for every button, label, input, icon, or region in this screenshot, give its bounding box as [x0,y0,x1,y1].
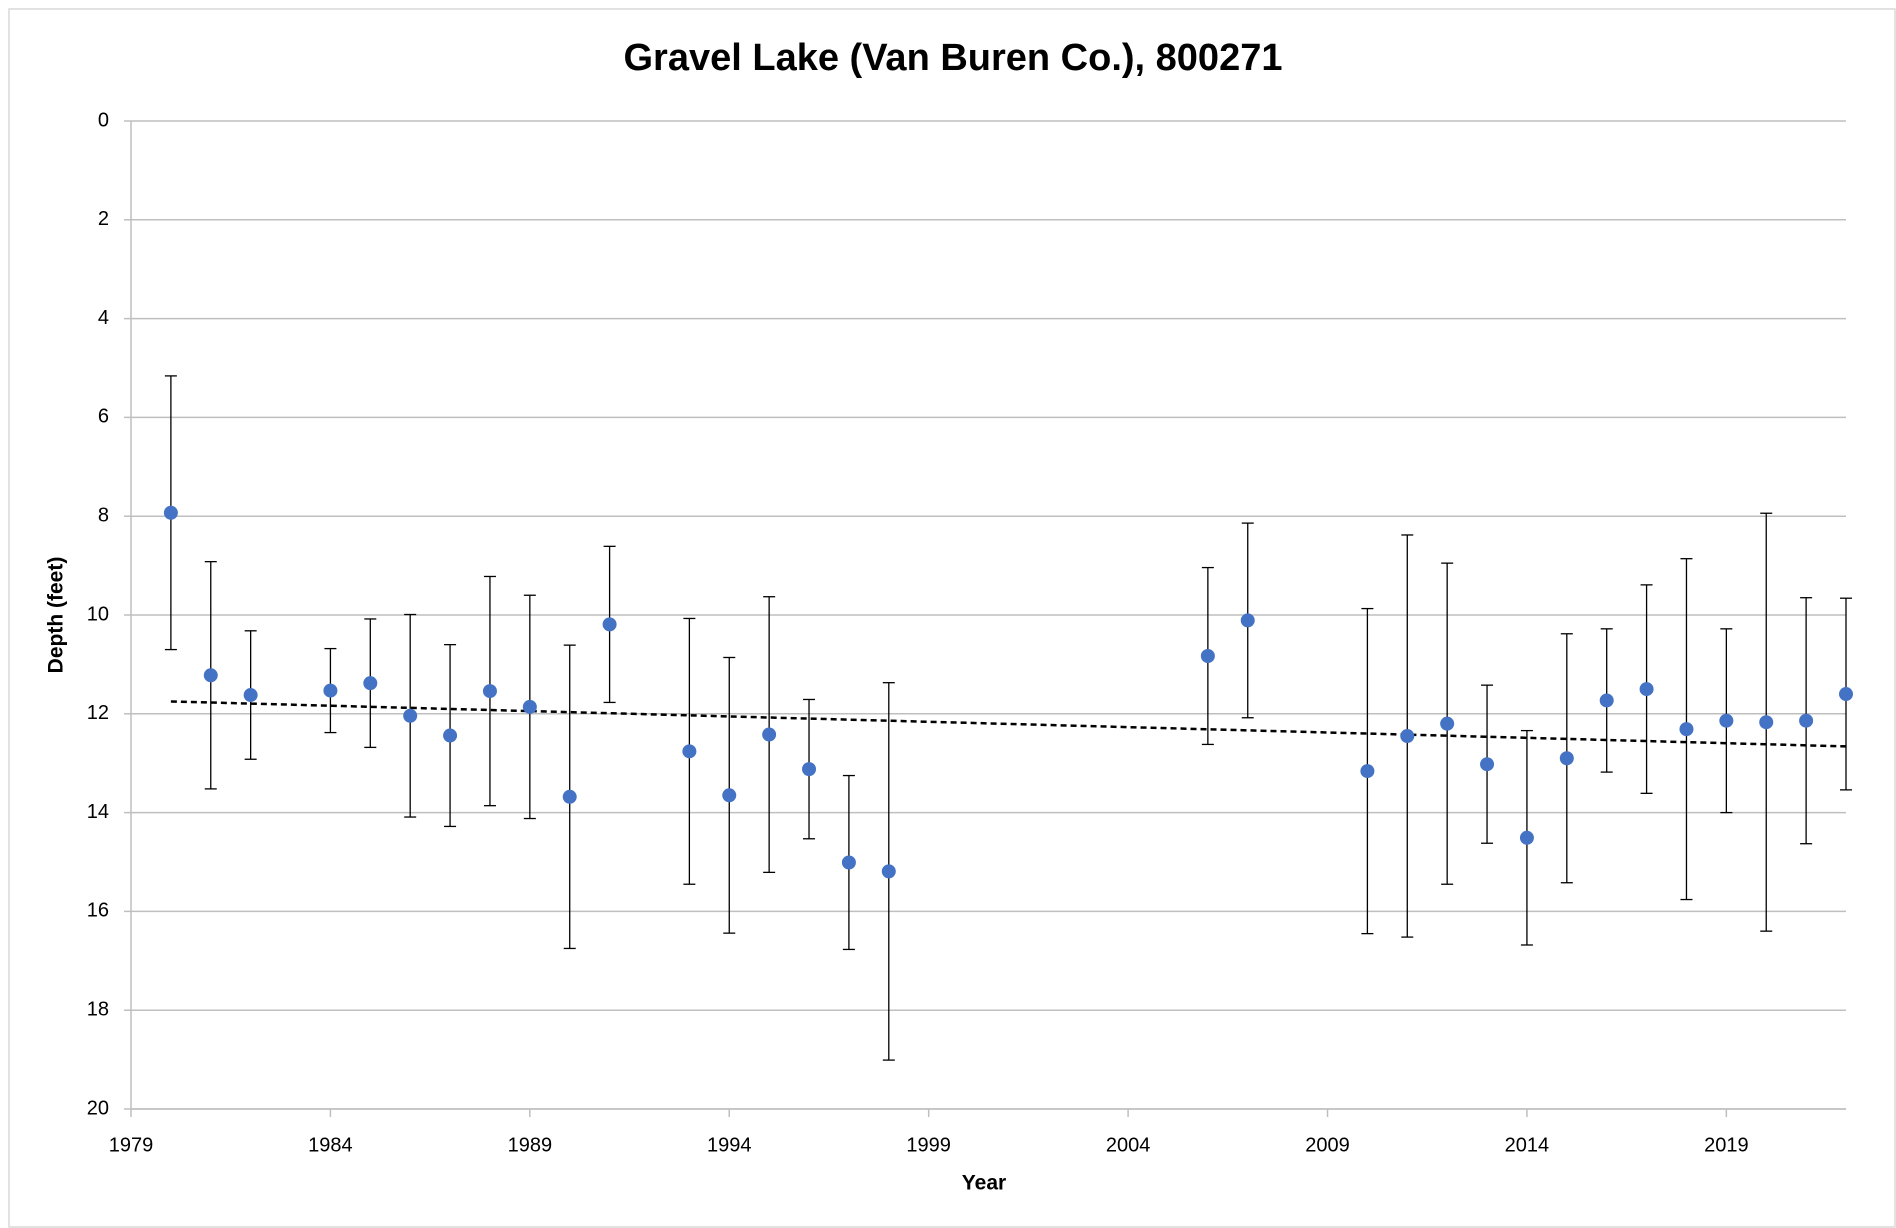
point [1519,830,1534,845]
point [443,728,458,743]
point [1400,729,1415,744]
point [482,684,497,699]
point [203,668,218,683]
point [1360,764,1375,779]
point [802,762,817,777]
point [1759,715,1774,730]
chart-frame [8,8,1896,1228]
x-tick-label: 1999 [906,1134,951,1156]
y-tick-label: 16 [87,900,109,922]
y-tick-label: 12 [87,702,109,724]
x-tick-label: 2004 [1106,1134,1151,1156]
y-tick-label: 14 [87,801,109,823]
y-tick-label: 2 [98,208,109,230]
point [403,708,418,723]
point [841,855,856,870]
x-tick-label: 1979 [109,1134,154,1156]
point [1639,682,1654,697]
point [1599,693,1614,708]
y-tick-label: 6 [98,406,109,428]
point [602,617,617,632]
y-axis-label: Depth (feet) [45,557,68,674]
point [722,788,737,803]
y-tick-label: 4 [98,307,109,329]
point [163,505,178,520]
point [881,864,896,879]
y-tick-label: 0 [98,109,109,131]
point [522,699,537,714]
y-tick-label: 20 [87,1097,109,1119]
point [1440,716,1455,731]
point [1480,757,1495,772]
point [762,727,777,742]
point [1240,613,1255,628]
point [1799,713,1814,728]
y-tick-label: 18 [87,998,109,1020]
point [1679,722,1694,737]
point [1719,713,1734,728]
point [562,789,577,804]
chart-title: Gravel Lake (Van Buren Co.), 800271 [624,37,1283,79]
x-tick-label: 2019 [1704,1134,1749,1156]
y-tick-label: 10 [87,603,109,625]
point [682,744,697,759]
point [1839,687,1853,702]
point [363,676,378,691]
point [243,688,258,703]
point [1559,751,1574,766]
x-tick-label: 2009 [1305,1134,1350,1156]
x-tick-label: 2014 [1505,1134,1550,1156]
x-axis-label: Year [962,1172,1006,1195]
x-tick-label: 1984 [308,1134,353,1156]
point [1200,649,1215,664]
x-tick-label: 1994 [707,1134,752,1156]
point [323,683,338,698]
x-tick-label: 1989 [508,1134,553,1156]
y-tick-label: 8 [98,504,109,526]
